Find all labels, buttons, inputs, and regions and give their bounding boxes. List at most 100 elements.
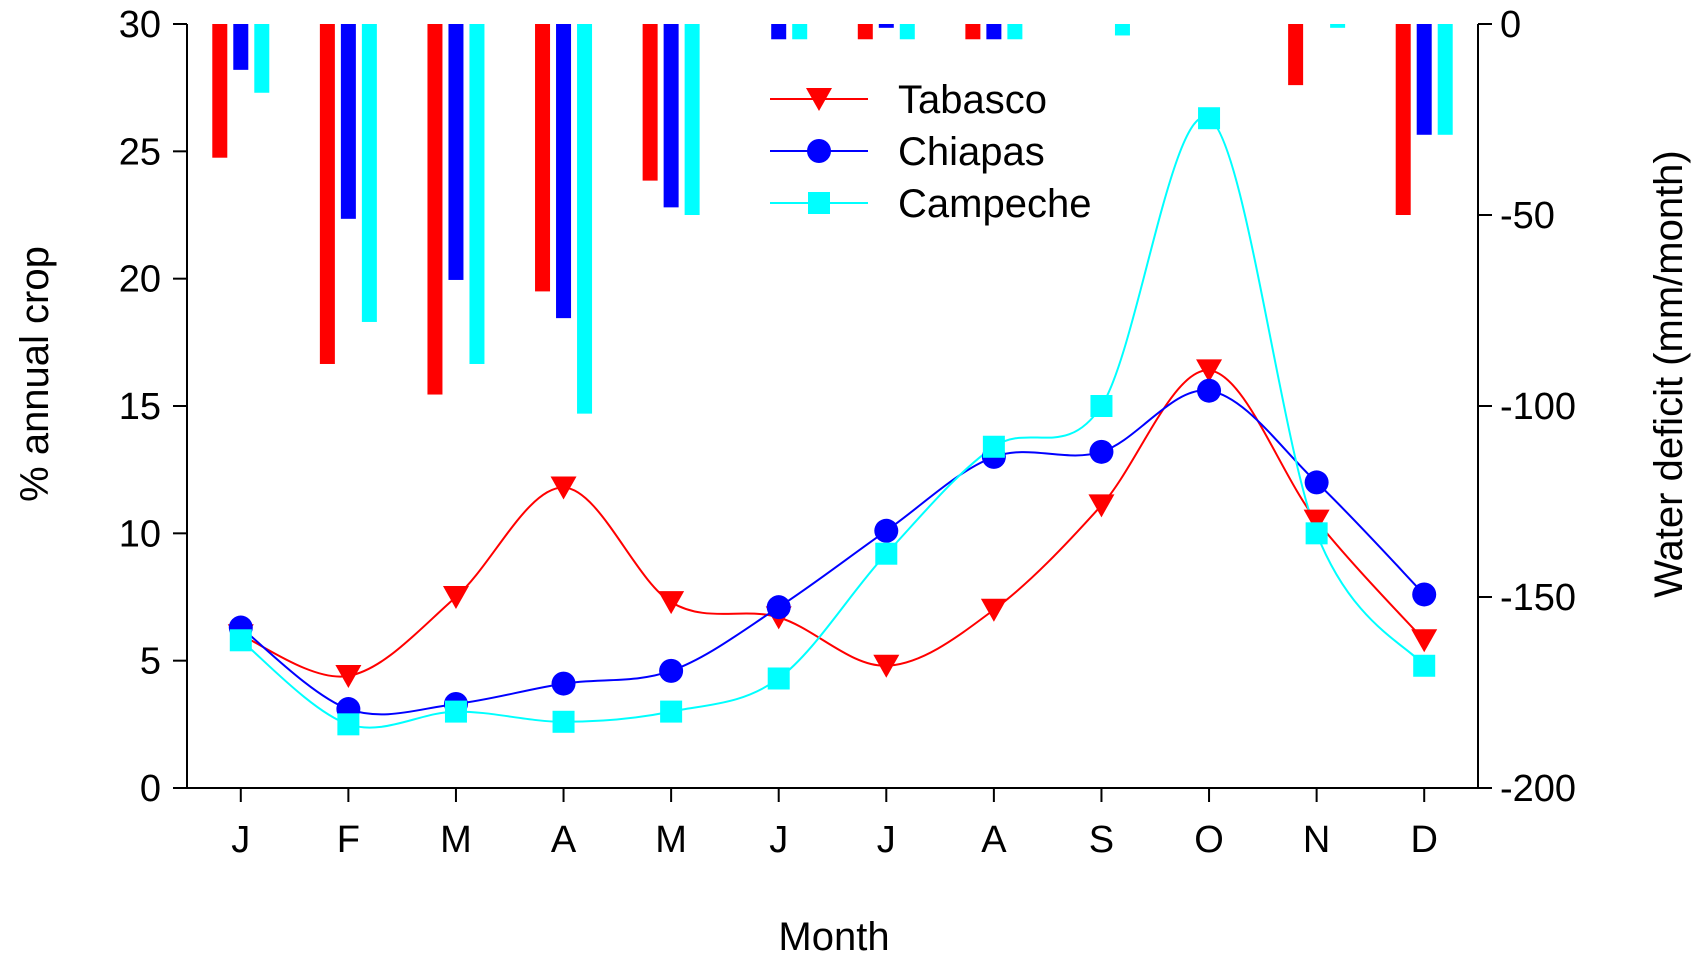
point-campeche-3: [552, 710, 575, 733]
point-campeche-8: [1090, 395, 1113, 417]
y-tick-label-30: 30: [119, 4, 161, 46]
y2-tick-label--50: -50: [1500, 195, 1555, 237]
y2-tick-label--150: -150: [1500, 577, 1576, 619]
bar-tabasco-3: [535, 24, 551, 292]
point-campeche-6: [875, 542, 898, 565]
point-campeche-5: [767, 667, 790, 690]
point-chiapas-6: [874, 518, 899, 543]
legend-marker-tabasco: [806, 88, 832, 111]
point-tabasco-2: [442, 586, 469, 609]
bar-chiapas-5: [771, 24, 787, 40]
point-campeche-9: [1198, 107, 1221, 130]
bar-campeche-0: [254, 24, 270, 93]
bar-campeche-6: [899, 24, 915, 40]
point-chiapas-4: [659, 658, 684, 683]
legend-label-chiapas: Chiapas: [898, 130, 1045, 174]
y2-tick-label--100: -100: [1500, 386, 1576, 428]
bar-chiapas-0: [233, 24, 249, 70]
legend-marker-campeche: [808, 192, 830, 214]
bar-campeche-2: [469, 24, 485, 364]
point-campeche-4: [660, 700, 683, 723]
x-axis-title: Month: [778, 915, 889, 959]
bar-chiapas-6: [878, 24, 894, 28]
bar-tabasco-11: [1395, 24, 1411, 215]
x-tick-label-8: S: [1089, 819, 1114, 861]
point-tabasco-4: [658, 591, 685, 615]
bar-chiapas-4: [663, 24, 679, 208]
x-tick-label-0: J: [231, 819, 250, 861]
bar-tabasco-2: [427, 24, 443, 395]
x-tick-label-9: O: [1194, 819, 1224, 861]
axes: 0 5 10 15 20 25 30 0 -50 -100 -150 -200 J F M A M J J A S O N D: [119, 4, 1576, 861]
point-chiapas-10: [1304, 470, 1329, 495]
bar-campeche-7: [1007, 24, 1023, 40]
point-campeche-2: [444, 700, 467, 723]
x-tick-label-5: J: [769, 819, 788, 861]
x-tick-label-1: F: [337, 819, 360, 861]
x-tick-label-10: N: [1303, 819, 1330, 861]
point-tabasco-9: [1196, 359, 1223, 383]
legend-label-tabasco: Tabasco: [898, 78, 1047, 122]
point-tabasco-6: [873, 654, 900, 678]
point-tabasco-11: [1411, 629, 1438, 653]
bar-chiapas-7: [986, 24, 1002, 40]
bar-chiapas-11: [1416, 24, 1432, 135]
point-tabasco-10: [1303, 509, 1330, 533]
bar-tabasco-7: [965, 24, 981, 40]
point-chiapas-5: [766, 595, 791, 620]
bar-chiapas-1: [340, 24, 356, 219]
y-tick-label-20: 20: [119, 259, 161, 301]
bar-tabasco-1: [319, 24, 335, 364]
bar-tabasco-6: [857, 24, 873, 40]
line-tabasco: [240, 369, 1425, 678]
point-tabasco-1: [335, 664, 362, 688]
point-campeche-1: [337, 713, 360, 736]
point-campeche-11: [1413, 654, 1436, 677]
crop-series-lines: [240, 116, 1425, 729]
bar-campeche-8: [1114, 24, 1130, 36]
point-campeche-0: [229, 629, 252, 652]
bar-campeche-11: [1437, 24, 1453, 135]
point-campeche-7: [982, 435, 1005, 458]
point-chiapas-9: [1197, 378, 1222, 403]
crop-series-markers: [227, 107, 1438, 736]
bar-tabasco-0: [212, 24, 228, 158]
bar-campeche-1: [361, 24, 377, 322]
bar-campeche-4: [684, 24, 700, 215]
y2-axis-title: Water deficit (mm/month): [1647, 150, 1691, 597]
x-tick-label-6: J: [877, 819, 896, 861]
point-campeche-10: [1305, 522, 1328, 545]
point-tabasco-7: [980, 598, 1007, 622]
x-tick-label-4: M: [655, 819, 687, 861]
y-tick-label-10: 10: [119, 513, 161, 555]
point-tabasco-8: [1088, 494, 1115, 518]
bar-campeche-10: [1330, 24, 1346, 28]
y-tick-label-15: 15: [119, 386, 161, 428]
bar-tabasco-10: [1288, 24, 1304, 86]
legend: Tabasco Chiapas Campeche: [770, 78, 1091, 226]
y-tick-label-25: 25: [119, 131, 161, 173]
point-chiapas-3: [551, 671, 576, 696]
bar-tabasco-4: [642, 24, 658, 181]
bar-chiapas-2: [448, 24, 464, 280]
x-tick-label-11: D: [1410, 819, 1437, 861]
point-chiapas-8: [1089, 439, 1114, 464]
x-tick-label-3: A: [551, 819, 577, 861]
y-tick-label-0: 0: [140, 768, 161, 810]
legend-marker-chiapas: [807, 139, 831, 163]
legend-label-campeche: Campeche: [898, 182, 1091, 226]
x-tick-label-2: M: [440, 819, 472, 861]
bar-campeche-5: [792, 24, 808, 40]
y2-tick-label-0: 0: [1500, 4, 1521, 46]
bar-campeche-3: [577, 24, 593, 414]
line-campeche: [240, 116, 1425, 729]
y-tick-label-5: 5: [140, 641, 161, 683]
bar-chiapas-3: [556, 24, 572, 319]
water-deficit-bars: [212, 24, 1453, 414]
line-chiapas: [240, 389, 1425, 716]
x-tick-label-7: A: [981, 819, 1007, 861]
y-axis-title: % annual crop: [13, 246, 57, 502]
point-chiapas-11: [1412, 582, 1437, 607]
point-tabasco-3: [550, 476, 577, 500]
